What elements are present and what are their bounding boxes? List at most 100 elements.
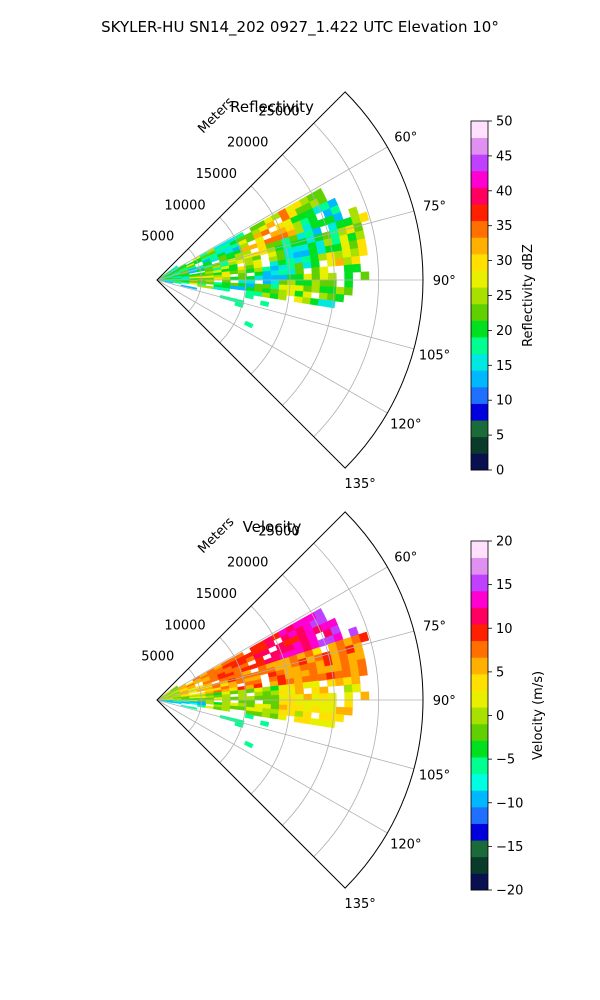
radar-cell (270, 270, 280, 276)
colorbar-swatch (471, 640, 488, 658)
radar-cell (286, 688, 296, 696)
radar-cell (327, 279, 337, 288)
radar-cell (270, 704, 280, 710)
radar-cell (230, 276, 239, 281)
colorbar-swatch (471, 607, 488, 625)
radar-cell (294, 285, 304, 292)
colorbar-swatch (471, 856, 488, 874)
radar-cell (270, 265, 280, 272)
radar-cell (317, 718, 328, 728)
radar-cell (327, 692, 337, 701)
radar-cell (286, 268, 296, 276)
radar-cell (344, 279, 354, 288)
azimuth-spoke (156, 699, 415, 770)
radar-cell (311, 686, 321, 695)
reflectivity-title: Reflectivity (230, 98, 314, 116)
radial-tick-label: 15000 (196, 587, 237, 602)
radar-cell (189, 282, 198, 286)
radar-cell (294, 268, 304, 275)
colorbar-swatch (471, 453, 488, 471)
radial-tick-label: 5000 (141, 230, 174, 245)
radar-cell (286, 289, 296, 297)
radar-cell (221, 276, 231, 281)
radar-cell (246, 695, 256, 701)
radar-cell (270, 284, 280, 290)
radar-cell (309, 717, 320, 726)
radar-cell (358, 631, 370, 643)
radar-cell (344, 699, 354, 708)
velocity-grid: 5000 10000 15000 20000 25000 Meters 60° 75° 90° 1… (141, 511, 456, 912)
sector-frame (156, 511, 424, 889)
radar-cell (309, 254, 320, 263)
sector-frame (156, 91, 424, 469)
radar-cell (326, 293, 337, 302)
radar-cell (294, 262, 304, 270)
radar-cell (350, 247, 360, 258)
radar-cell (358, 246, 368, 257)
radar-cell (325, 251, 336, 261)
radar-cell (278, 284, 288, 291)
azimuth-tick-label: 135° (344, 477, 375, 492)
radar-cell (286, 704, 296, 712)
radar-cell (344, 272, 354, 281)
radar-cell (244, 713, 254, 720)
radar-cell (221, 273, 231, 278)
colorbar-swatch (471, 590, 488, 608)
radar-cell (270, 690, 280, 696)
radar-cell (270, 685, 280, 692)
radar-cell (303, 705, 313, 713)
radar-cell (286, 263, 296, 271)
azimuth-spoke (156, 146, 388, 281)
radar-cell (262, 699, 272, 705)
figure-suptitle: SKYLER-HU SN14_202 0927_1.422 UTC Elevat… (101, 18, 499, 37)
radar-cell (311, 279, 321, 287)
radar-cell (303, 273, 313, 281)
colorbar-tick-label: 45 (496, 149, 513, 164)
colorbar-swatch (471, 574, 488, 592)
radar-cell (259, 300, 270, 307)
colorbar-swatch (471, 707, 488, 725)
colorbar-tick-label: 0 (496, 709, 504, 724)
azimuth-spoke (156, 566, 388, 701)
radar-cell (340, 241, 351, 251)
radar-cell (344, 692, 354, 701)
reflectivity-panel: 500010000150002000025000Meters60°75°90°1… (141, 91, 536, 492)
velocity-data (156, 608, 370, 749)
radar-cell (303, 285, 313, 293)
colorbar-tick-label: −15 (496, 840, 523, 855)
radar-cell (221, 707, 231, 712)
azimuth-tick-label: 90° (433, 274, 456, 289)
colorbar-swatch (471, 154, 488, 172)
radar-cell (302, 291, 312, 299)
radar-cell (287, 279, 296, 286)
radar-cell (343, 676, 353, 686)
radar-cell (286, 284, 296, 292)
radar-cell (311, 285, 321, 294)
radar-cell (348, 239, 359, 250)
radar-cell (278, 689, 288, 696)
radar-cell (248, 663, 259, 671)
colorbar-swatch (471, 723, 488, 741)
radar-cell (303, 693, 313, 701)
radar-cell (310, 260, 320, 269)
radar-cell (243, 740, 254, 749)
azimuth-tick-label: 105° (419, 768, 450, 783)
radar-cell (360, 271, 370, 281)
colorbar-swatch (471, 353, 488, 371)
radar-cell (356, 238, 367, 249)
colorbar-swatch (471, 840, 488, 858)
colorbar-swatch (471, 541, 488, 559)
colorbar-tick-label: 20 (496, 535, 513, 550)
radar-cell (319, 699, 329, 707)
radar-cell (294, 705, 304, 712)
colorbar-swatch (471, 657, 488, 675)
radar-cell (295, 279, 305, 287)
radar-cell (205, 705, 214, 710)
colorbar-swatch (471, 170, 488, 188)
radar-cell (294, 682, 304, 690)
radar-cell (319, 273, 329, 281)
radar-cell (270, 694, 280, 701)
colorbar-swatch (471, 624, 488, 642)
radial-tick-label: 20000 (227, 136, 268, 151)
azimuth-tick-label: 75° (423, 200, 446, 215)
